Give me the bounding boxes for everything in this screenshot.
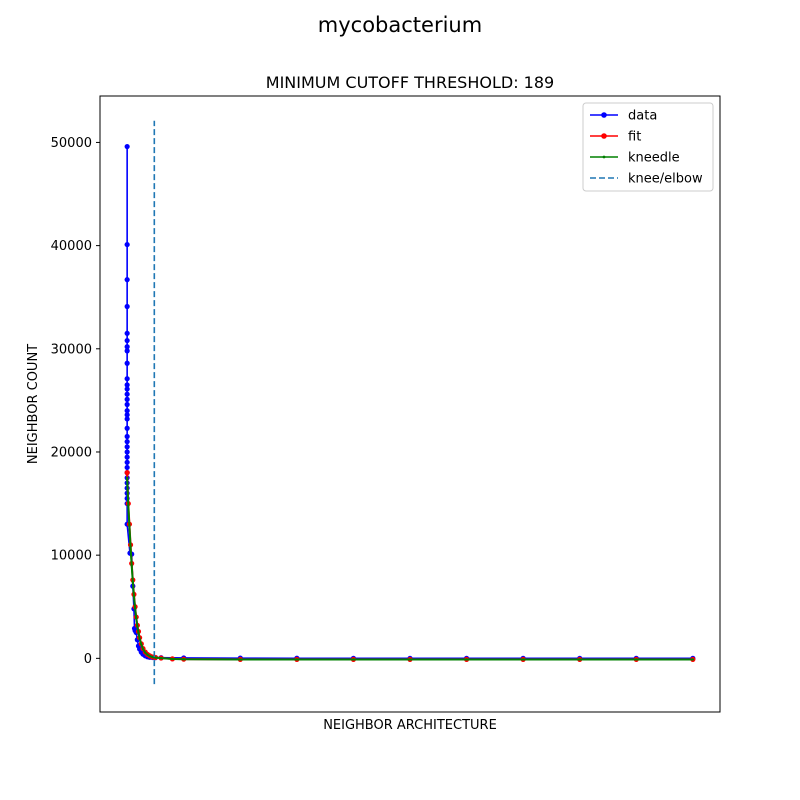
point-kneedle-8	[135, 616, 138, 620]
legend-label-3: knee/elbow	[628, 172, 703, 187]
point-data-3	[124, 303, 130, 310]
point-kneedle-30	[691, 658, 695, 661]
point-data-15	[124, 408, 130, 414]
series-kneedle	[125, 476, 695, 661]
point-kneedle-1	[127, 504, 130, 507]
point-data-6	[124, 344, 130, 350]
point-data-10	[124, 382, 130, 388]
point-data-24	[124, 459, 130, 465]
point-data-17	[124, 416, 130, 422]
point-kneedle-11	[138, 637, 141, 640]
point-data-22	[124, 449, 130, 455]
point-kneedle-3	[129, 545, 132, 549]
legend-marker-0	[601, 112, 607, 118]
point-kneedle-25	[408, 658, 412, 661]
point-kneedle-19	[159, 656, 163, 660]
point-kneedle-13	[141, 647, 145, 651]
point-data-4	[124, 330, 130, 336]
point-data-21	[124, 444, 130, 450]
plot-frame	[99, 95, 721, 713]
point-kneedle-16	[148, 654, 151, 658]
y-tick-label-1: 10000	[51, 549, 92, 564]
legend-marker-2	[602, 155, 606, 159]
legend-marker-1	[601, 133, 607, 139]
point-kneedle-2	[128, 525, 131, 528]
point-kneedle-23	[295, 658, 299, 661]
chart-title: MINIMUM CUTOFF THRESHOLD: 189	[266, 73, 554, 92]
chart-suptitle: mycobacterium	[318, 13, 482, 37]
point-data-25	[124, 464, 130, 471]
point-fit-0	[124, 470, 130, 476]
point-kneedle-4	[130, 564, 133, 567]
y-tick-label-3: 30000	[51, 342, 92, 357]
y-axis-label: NEIGHBOR COUNT	[26, 344, 41, 464]
legend-label-2: kneedle	[628, 151, 680, 166]
point-data-9	[124, 376, 130, 382]
point-kneedle-17	[151, 655, 154, 659]
legend-box	[582, 102, 714, 192]
series-layer	[124, 143, 696, 662]
legend: data fit kneedle knee/elbow	[582, 102, 714, 192]
legend-label-1: fit	[628, 130, 641, 145]
point-kneedle-5	[131, 580, 135, 584]
y-tick-label-5: 50000	[51, 136, 92, 151]
point-kneedle-10	[137, 631, 140, 634]
point-data-0	[124, 143, 130, 150]
point-kneedle-28	[578, 658, 581, 661]
point-data-23	[124, 454, 130, 460]
point-kneedle-15	[146, 653, 149, 656]
point-kneedle-29	[635, 658, 638, 661]
point-data-19	[124, 433, 130, 440]
y-tick-label-2: 20000	[51, 445, 92, 460]
y-axis-ticks: 0 10000 20000 30000 40000 50000	[51, 136, 100, 667]
point-data-5	[124, 337, 130, 344]
point-kneedle-12	[140, 643, 143, 646]
point-data-20	[124, 439, 130, 445]
point-kneedle-21	[182, 658, 185, 661]
point-data-14	[124, 401, 130, 408]
point-kneedle-0	[125, 476, 129, 479]
point-data-13	[124, 396, 130, 402]
legend-label-0: data	[628, 109, 657, 124]
point-data-7	[124, 348, 130, 354]
point-kneedle-6	[132, 595, 136, 598]
point-data-12	[124, 391, 130, 397]
point-data-11	[124, 386, 130, 392]
y-tick-label-0: 0	[84, 652, 92, 667]
y-tick-label-4: 40000	[51, 239, 92, 254]
point-kneedle-22	[239, 658, 242, 661]
point-kneedle-27	[521, 658, 525, 661]
point-kneedle-20	[171, 657, 174, 661]
point-kneedle-7	[133, 606, 137, 609]
x-axis-label: NEIGHBOR ARCHITECTURE	[323, 718, 497, 733]
point-data-1	[124, 241, 130, 248]
point-kneedle-14	[144, 651, 147, 654]
point-kneedle-26	[465, 658, 468, 661]
point-data-18	[124, 425, 130, 431]
point-data-2	[124, 277, 130, 283]
point-kneedle-9	[136, 625, 139, 628]
point-data-16	[124, 412, 130, 418]
point-kneedle-24	[352, 658, 355, 661]
plot-area	[124, 120, 696, 685]
point-data-8	[124, 360, 130, 366]
